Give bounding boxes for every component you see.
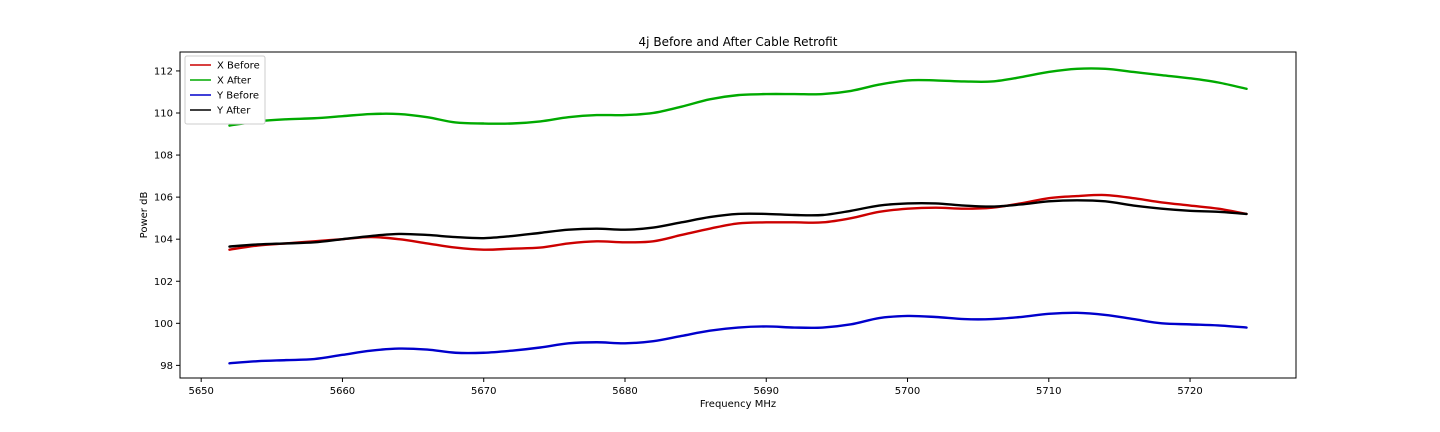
chart-title: 4j Before and After Cable Retrofit xyxy=(639,35,838,49)
x-tick-label: 5710 xyxy=(1036,386,1061,397)
x-tick-label: 5670 xyxy=(471,386,496,397)
legend-label: Y After xyxy=(216,106,251,117)
series-line-x-before xyxy=(228,193,1248,251)
plot-lines xyxy=(228,67,1248,365)
legend-box xyxy=(184,55,266,125)
series-line-y-before xyxy=(228,311,1248,365)
legend: X Before X After Y Before Y After xyxy=(184,55,266,125)
y-axis-label: Power dB xyxy=(139,192,150,239)
y-tick-label: 98 xyxy=(160,361,173,372)
series-line-x-after xyxy=(228,67,1248,127)
x-tick-label: 5700 xyxy=(895,386,920,397)
legend-label: Y Before xyxy=(216,91,259,102)
y-tick-label: 100 xyxy=(154,319,173,330)
y-tick-label: 112 xyxy=(154,66,173,77)
x-tick-label: 5720 xyxy=(1177,386,1202,397)
y-tick-label: 106 xyxy=(154,193,173,204)
legend-label: X Before xyxy=(217,61,260,72)
x-tick-label: 5650 xyxy=(188,386,213,397)
y-tick-label: 110 xyxy=(154,108,173,119)
y-tick-label: 102 xyxy=(154,277,173,288)
x-tick-label: 5690 xyxy=(754,386,779,397)
y-axis: 98 100 102 104 106 108 110 112 xyxy=(154,66,180,372)
legend-label: X After xyxy=(217,76,252,87)
x-tick-label: 5660 xyxy=(330,386,355,397)
x-axis-label: Frequency MHz xyxy=(700,399,776,410)
x-tick-label: 5680 xyxy=(612,386,637,397)
y-tick-label: 108 xyxy=(154,151,173,162)
series-line-y-after xyxy=(228,199,1248,248)
x-axis: 5650 5660 5670 5680 5690 5700 5710 5720 xyxy=(188,378,1203,397)
plot-frame xyxy=(179,51,1297,379)
y-tick-label: 104 xyxy=(154,235,173,246)
